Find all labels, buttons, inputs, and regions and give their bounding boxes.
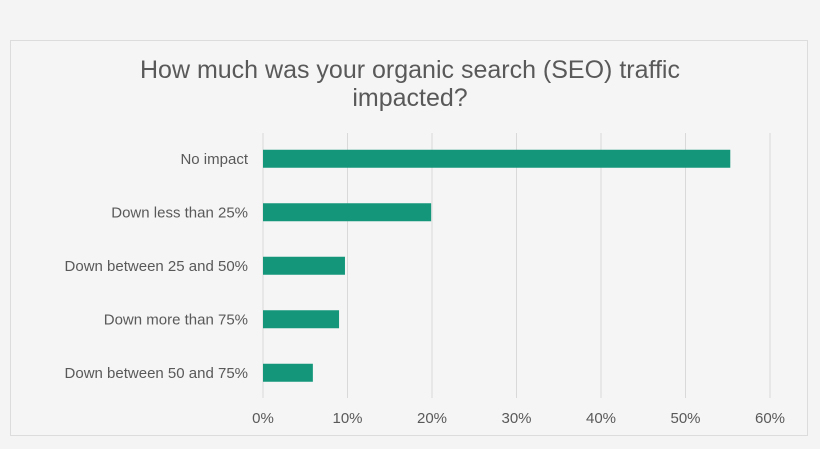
category-label-1: Down less than 25% xyxy=(111,204,248,221)
category-label-3: Down more than 75% xyxy=(104,311,248,328)
x-tick-label-2: 20% xyxy=(417,410,447,427)
bar-4 xyxy=(263,363,313,382)
gridlines xyxy=(262,133,771,398)
x-tick-label-6: 60% xyxy=(755,410,785,427)
category-labels: No impact Down less than 25% Down between … xyxy=(65,151,249,382)
chart-title-line-1: How much was your organic search (SEO) t… xyxy=(139,56,680,84)
x-tick-label-5: 50% xyxy=(670,410,700,427)
chart-title: How much was your organic search (SEO) t… xyxy=(0,56,820,112)
x-tick-label-4: 40% xyxy=(586,410,616,427)
chart-title-line-2: impacted? xyxy=(352,84,468,112)
category-label-4: Down between 50 and 75% xyxy=(65,365,248,382)
category-label-2: Down between 25 and 50% xyxy=(65,258,248,275)
x-tick-label-0: 0% xyxy=(252,410,274,427)
chart-frame xyxy=(10,40,808,436)
bar-3 xyxy=(263,310,340,329)
category-label-0: No impact xyxy=(180,151,248,168)
bar-0 xyxy=(263,149,731,168)
bar-2 xyxy=(263,256,345,275)
bars xyxy=(263,149,731,382)
bar-1 xyxy=(263,203,432,222)
x-tick-label-3: 30% xyxy=(501,410,531,427)
x-tick-label-1: 10% xyxy=(332,410,362,427)
x-tick-labels: 0% 10% 20% 30% 40% 50% 60% xyxy=(252,410,785,427)
